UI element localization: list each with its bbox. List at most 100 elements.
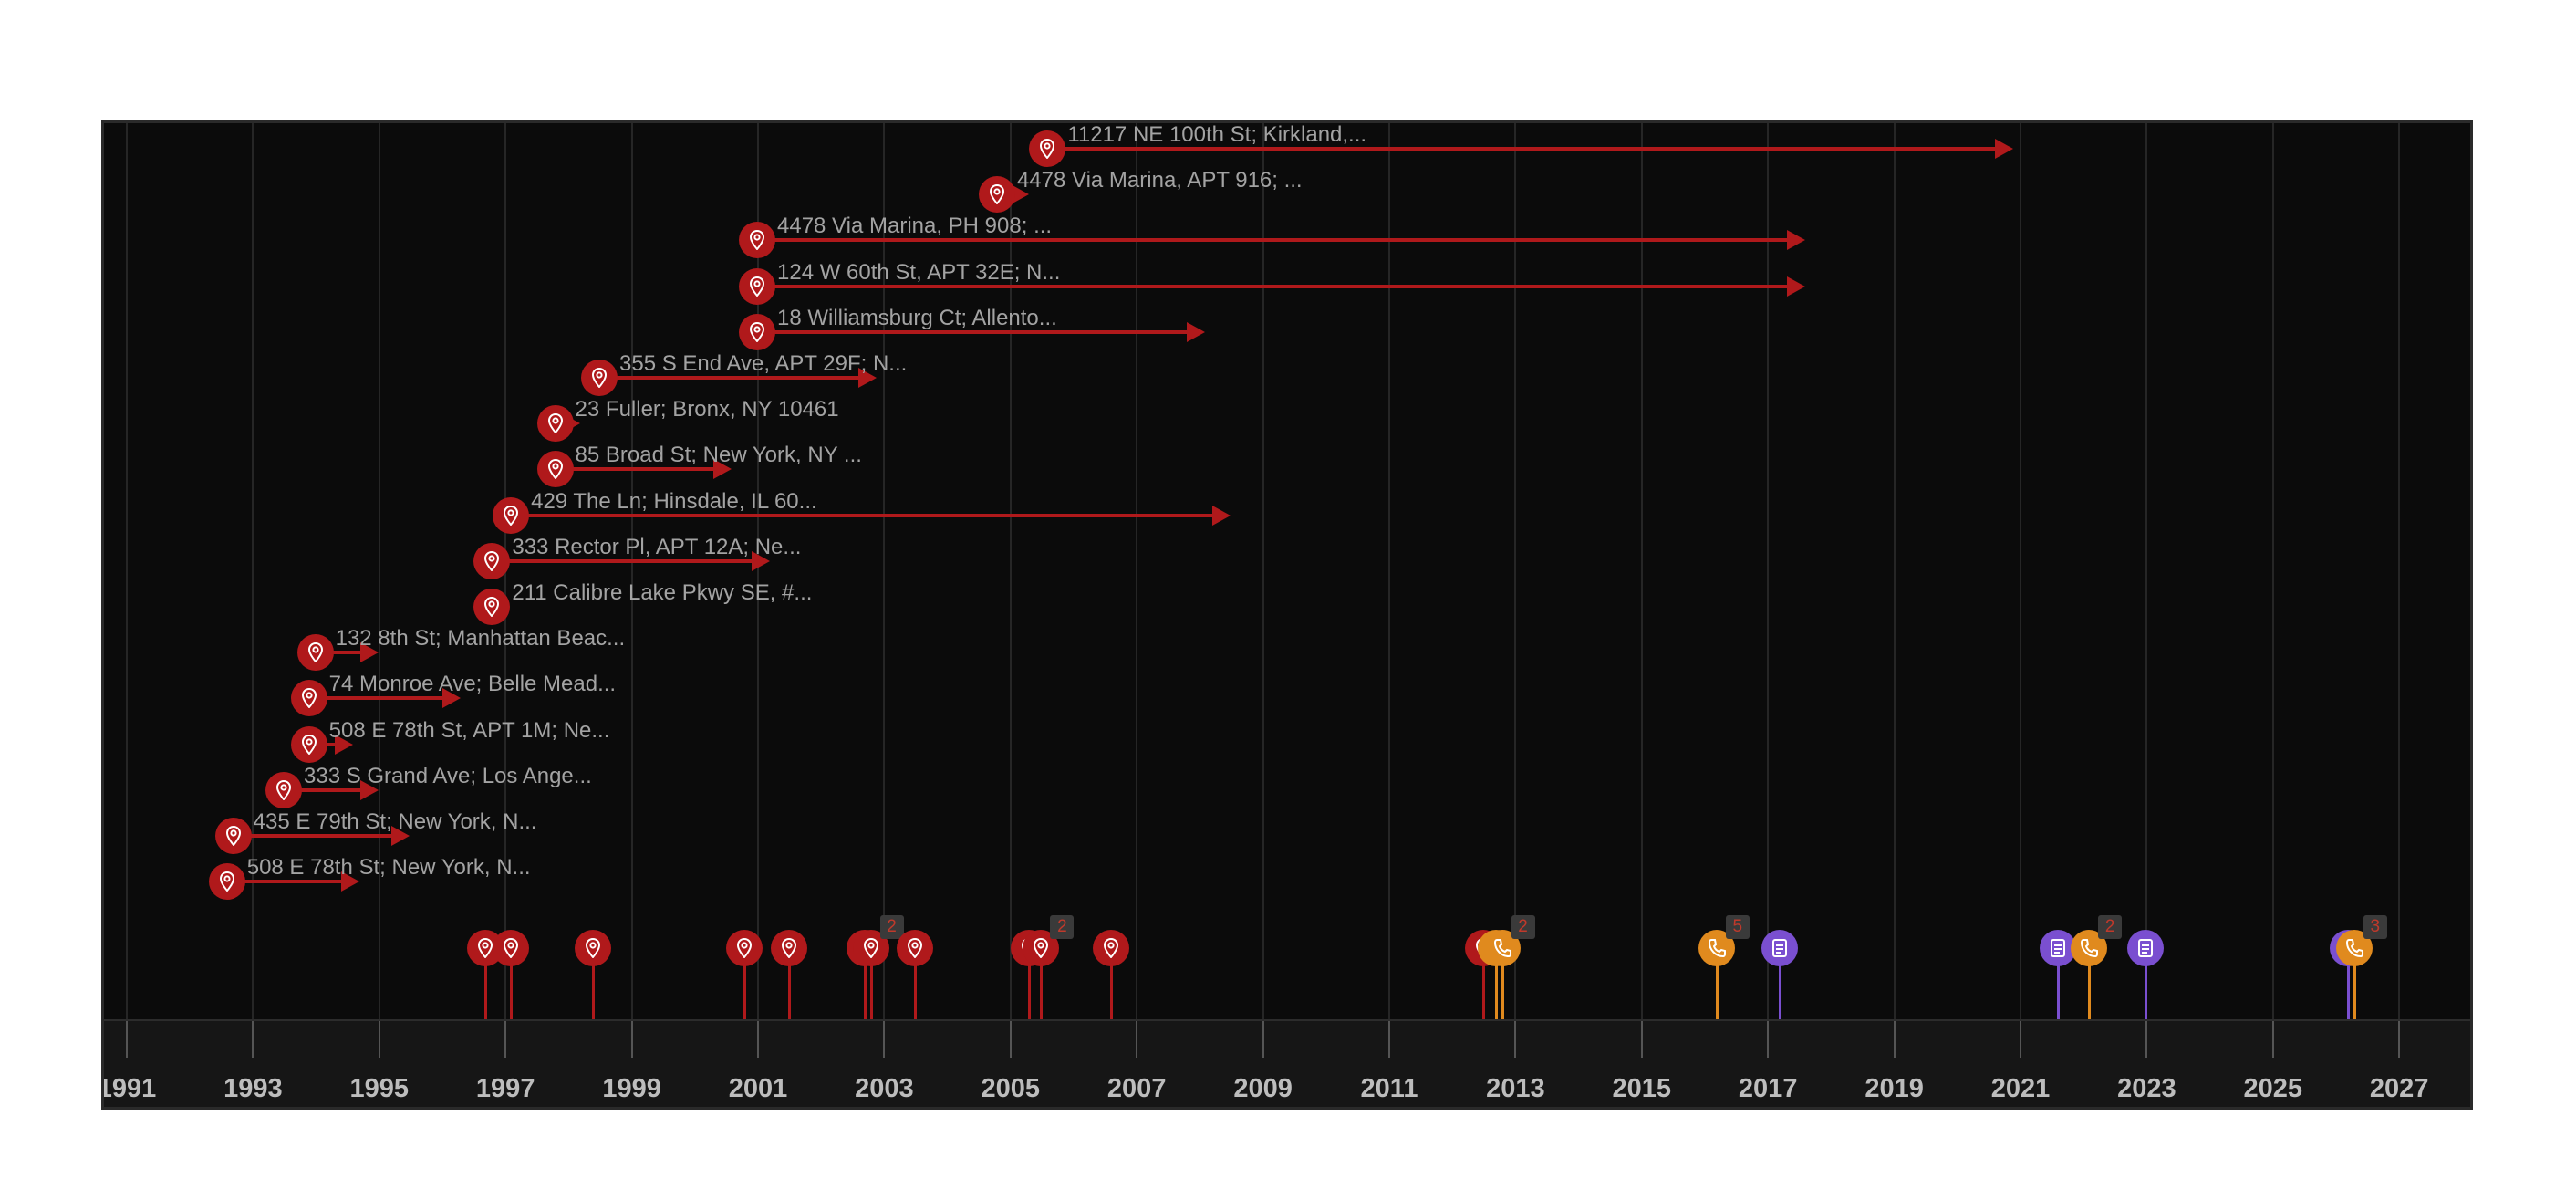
address-label[interactable]: 74 Monroe Ave; Belle Mead... — [328, 672, 617, 697]
address-marker[interactable] — [296, 634, 334, 672]
address-marker[interactable] — [265, 771, 302, 808]
document-icon — [2050, 939, 2065, 957]
phone-icon — [2081, 939, 2099, 958]
gridline — [1767, 123, 1770, 1019]
address-marker[interactable] — [290, 680, 327, 717]
address-marker[interactable] — [208, 863, 245, 901]
address-label[interactable]: 18 Williamsburg Ct; Allento... — [777, 305, 1057, 330]
address-label[interactable]: 132 8th St; Manhattan Beac... — [335, 626, 626, 652]
address-label[interactable]: 508 E 78th St; New York, N... — [246, 855, 531, 881]
axis-tick — [126, 1021, 128, 1058]
event-marker-document[interactable] — [2127, 930, 2165, 966]
event-stem — [914, 963, 917, 1019]
address-duration-bar — [555, 467, 716, 472]
address-label[interactable]: 85 Broad St; New York, NY ... — [575, 443, 862, 468]
axis-tick — [2398, 1021, 2401, 1058]
address-duration-bar — [233, 834, 394, 838]
address-label[interactable]: 4478 Via Marina, APT 916; ... — [1016, 168, 1303, 193]
event-count-badge: 2 — [2098, 915, 2123, 939]
axis-tick — [1893, 1021, 1896, 1058]
axis-tick — [630, 1021, 633, 1058]
location-pin-icon — [275, 779, 292, 800]
event-marker-address[interactable] — [575, 930, 612, 966]
address-marker[interactable] — [1029, 130, 1066, 167]
event-stem — [1779, 963, 1782, 1019]
location-pin-icon — [749, 321, 765, 342]
gridline — [630, 123, 633, 1019]
location-pin-icon — [504, 505, 519, 526]
axis-tick — [504, 1021, 507, 1058]
axis-tick-label: 1993 — [223, 1074, 283, 1103]
axis-tick — [1262, 1021, 1264, 1058]
axis-tick-label: 2021 — [1990, 1074, 2051, 1103]
address-duration-bar — [284, 787, 362, 792]
axis-tick — [1767, 1021, 1770, 1058]
event-marker-document[interactable] — [2039, 930, 2076, 966]
address-marker[interactable] — [473, 542, 511, 579]
axis-tick — [883, 1021, 886, 1058]
address-label[interactable]: 355 S End Ave, APT 29F; N... — [619, 351, 908, 376]
address-marker[interactable] — [978, 176, 1015, 214]
location-pin-icon — [307, 642, 323, 663]
address-marker[interactable] — [739, 267, 775, 305]
address-label[interactable]: 429 The Ln; Hinsdale, IL 60... — [531, 488, 817, 514]
axis-tick-label: 2027 — [2369, 1074, 2429, 1103]
event-marker-address[interactable] — [726, 930, 763, 966]
axis-tick — [378, 1021, 380, 1058]
axis-tick-label: 2017 — [1738, 1074, 1798, 1103]
gridline — [1262, 123, 1264, 1019]
event-marker-address[interactable] — [493, 930, 530, 966]
address-end-arrow — [1010, 184, 1029, 205]
address-label[interactable]: 333 Rector Pl, APT 12A; Ne... — [512, 534, 802, 559]
event-stem — [1501, 963, 1504, 1019]
address-label[interactable]: 435 E 79th St; New York, N... — [253, 809, 537, 834]
event-marker-document[interactable] — [1761, 930, 1799, 966]
event-stem — [869, 963, 873, 1019]
address-duration-bar — [511, 513, 1214, 517]
gridline — [252, 123, 254, 1019]
address-label[interactable]: 508 E 78th St, APT 1M; Ne... — [328, 717, 610, 743]
axis-tick-label: 1999 — [602, 1074, 661, 1103]
gridline — [1893, 123, 1896, 1019]
address-label[interactable]: 23 Fuller; Bronx, NY 10461 — [575, 397, 839, 422]
event-marker-address[interactable] — [770, 930, 807, 966]
address-label[interactable]: 211 Calibre Lake Pkwy SE, #... — [512, 580, 813, 605]
address-marker[interactable] — [536, 405, 574, 443]
address-marker[interactable] — [493, 496, 530, 534]
event-stem — [2346, 963, 2350, 1019]
gridline — [757, 123, 759, 1019]
address-label[interactable]: 333 S Grand Ave; Los Ange... — [304, 763, 592, 788]
gridline — [2145, 123, 2148, 1019]
event-count-badge: 3 — [2363, 915, 2387, 939]
event-marker-address[interactable] — [897, 930, 933, 966]
event-stem — [510, 963, 514, 1019]
address-marker[interactable] — [536, 451, 574, 488]
location-pin-icon — [863, 938, 878, 958]
address-marker[interactable] — [581, 360, 618, 396]
address-marker[interactable] — [739, 222, 775, 259]
address-label[interactable]: 124 W 60th St, APT 32E; N... — [777, 259, 1061, 285]
event-count-badge: 2 — [1050, 915, 1075, 939]
address-marker[interactable] — [214, 818, 252, 854]
event-stem — [1109, 963, 1113, 1019]
event-stem — [1715, 963, 1719, 1019]
event-stem — [2353, 963, 2356, 1019]
location-pin-icon — [989, 184, 1004, 205]
event-marker-address[interactable] — [1092, 930, 1129, 966]
address-marker[interactable] — [473, 589, 511, 625]
event-stem — [2145, 963, 2148, 1019]
address-label[interactable]: 11217 NE 100th St; Kirkland,... — [1067, 122, 1367, 147]
address-end-arrow — [391, 826, 410, 846]
axis-tick — [1640, 1021, 1643, 1058]
axis-tick — [1514, 1021, 1517, 1058]
address-marker[interactable] — [739, 313, 775, 350]
gridline — [1640, 123, 1643, 1019]
address-label[interactable]: 4478 Via Marina, PH 908; ... — [777, 214, 1053, 239]
location-pin-icon — [547, 413, 563, 434]
event-stem — [484, 963, 488, 1019]
event-count-badge: 2 — [1511, 915, 1535, 939]
gridline — [2398, 123, 2401, 1019]
location-pin-icon — [586, 938, 601, 958]
axis-tick — [2145, 1021, 2148, 1058]
address-marker[interactable] — [290, 725, 327, 763]
